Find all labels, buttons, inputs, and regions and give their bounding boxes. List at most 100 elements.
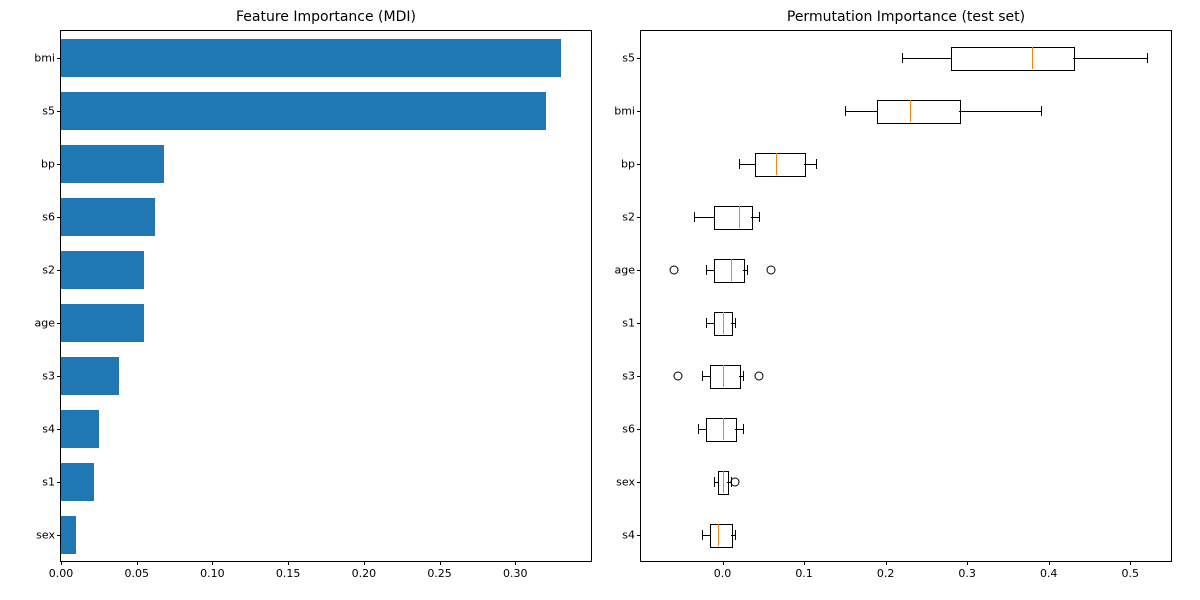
ytick-mark <box>57 535 61 536</box>
box <box>710 524 732 548</box>
whisker-cap <box>816 159 817 169</box>
ytick-label: age <box>615 263 636 276</box>
box <box>714 259 745 283</box>
xtick-label: 0.1 <box>795 567 813 580</box>
whisker-cap <box>698 424 699 434</box>
ytick-mark <box>57 217 61 218</box>
ytick-label: s2 <box>42 263 55 276</box>
xtick-mark <box>1049 561 1050 565</box>
xtick-mark <box>515 561 516 565</box>
whisker-cap <box>1041 106 1042 116</box>
whisker <box>706 323 714 324</box>
ytick-mark <box>57 376 61 377</box>
whisker-cap <box>735 530 736 540</box>
ytick-label: sex <box>616 475 635 488</box>
whisker-cap <box>706 318 707 328</box>
right-title: Permutation Importance (test set) <box>641 9 1171 25</box>
xtick-mark <box>137 561 138 565</box>
box <box>706 418 737 442</box>
xtick-label: 0.00 <box>49 567 74 580</box>
figure: Feature Importance (MDI) bmis5bps6s2ages… <box>0 0 1200 600</box>
left-subplot: Feature Importance (MDI) bmis5bps6s2ages… <box>60 30 592 562</box>
whisker <box>694 217 714 218</box>
whisker <box>706 270 714 271</box>
xtick-label: 0.15 <box>276 567 301 580</box>
xtick-label: 0.20 <box>352 567 377 580</box>
bar <box>61 92 546 130</box>
ytick-mark <box>637 58 641 59</box>
ytick-mark <box>57 429 61 430</box>
box <box>877 100 961 124</box>
ytick-label: s4 <box>42 422 55 435</box>
ytick-label: s3 <box>622 369 635 382</box>
xtick-label: 0.3 <box>958 567 976 580</box>
ytick-label: bp <box>41 157 55 170</box>
ytick-mark <box>57 270 61 271</box>
whisker-cap <box>845 106 846 116</box>
xtick-label: 0.5 <box>1121 567 1139 580</box>
whisker-cap <box>714 477 715 487</box>
whisker <box>702 535 710 536</box>
ytick-label: s2 <box>622 210 635 223</box>
xtick-mark <box>364 561 365 565</box>
ytick-label: s3 <box>42 369 55 382</box>
bar <box>61 410 99 448</box>
median-line <box>776 153 777 175</box>
ytick-mark <box>637 164 641 165</box>
median-line <box>731 259 732 281</box>
xtick-mark <box>440 561 441 565</box>
ytick-mark <box>637 217 641 218</box>
xtick-mark <box>967 561 968 565</box>
outlier-point <box>673 371 682 380</box>
ytick-label: s6 <box>42 210 55 223</box>
ytick-mark <box>57 164 61 165</box>
xtick-label: 0.25 <box>427 567 452 580</box>
ytick-mark <box>57 482 61 483</box>
outlier-point <box>767 265 776 274</box>
whisker <box>902 58 951 59</box>
whisker <box>959 111 1041 112</box>
xtick-mark <box>288 561 289 565</box>
ytick-mark <box>57 58 61 59</box>
xtick-label: 0.10 <box>200 567 225 580</box>
ytick-mark <box>637 270 641 271</box>
whisker-cap <box>735 318 736 328</box>
ytick-mark <box>637 111 641 112</box>
whisker <box>1073 58 1146 59</box>
whisker-cap <box>743 371 744 381</box>
ytick-label: s6 <box>622 422 635 435</box>
median-line <box>1032 47 1033 69</box>
ytick-mark <box>637 535 641 536</box>
whisker-cap <box>902 53 903 63</box>
right-subplot: Permutation Importance (test set) s5bmib… <box>640 30 1172 562</box>
xtick-label: 0.4 <box>1040 567 1058 580</box>
xtick-label: 0.30 <box>503 567 528 580</box>
median-line <box>723 365 724 387</box>
box <box>755 153 806 177</box>
whisker-cap <box>706 265 707 275</box>
whisker <box>739 164 755 165</box>
xtick-mark <box>212 561 213 565</box>
ytick-label: s5 <box>622 51 635 64</box>
ytick-label: age <box>35 316 56 329</box>
median-line <box>718 524 719 546</box>
whisker-cap <box>747 265 748 275</box>
ytick-label: s5 <box>42 104 55 117</box>
ytick-label: sex <box>36 528 55 541</box>
ytick-label: s4 <box>622 528 635 541</box>
bar <box>61 145 164 183</box>
ytick-mark <box>57 111 61 112</box>
bar <box>61 516 76 554</box>
ytick-mark <box>637 376 641 377</box>
whisker <box>702 376 710 377</box>
box <box>951 47 1075 71</box>
whisker-cap <box>739 159 740 169</box>
outlier-point <box>669 265 678 274</box>
whisker-cap <box>759 212 760 222</box>
xtick-mark <box>1130 561 1131 565</box>
whisker <box>698 429 706 430</box>
ytick-label: s1 <box>42 475 55 488</box>
median-line <box>723 312 724 334</box>
xtick-label: 0.2 <box>877 567 895 580</box>
whisker-cap <box>694 212 695 222</box>
